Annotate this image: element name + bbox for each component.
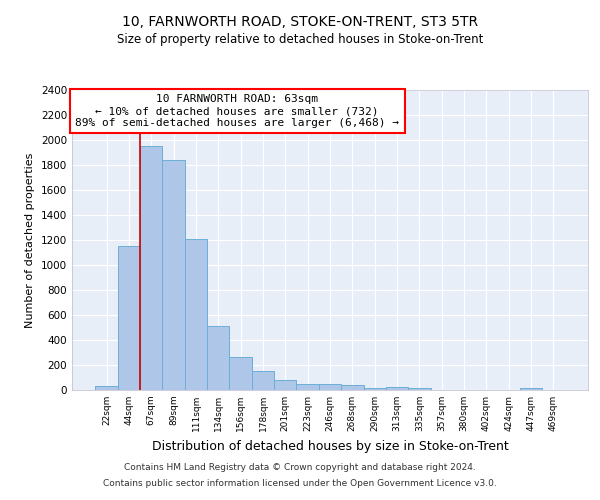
- Bar: [296, 384, 319, 390]
- Bar: [408, 388, 431, 390]
- Bar: [185, 239, 207, 390]
- Text: Contains public sector information licensed under the Open Government Licence v3: Contains public sector information licen…: [103, 478, 497, 488]
- Bar: [207, 326, 229, 390]
- Bar: [274, 380, 296, 390]
- Bar: [140, 146, 163, 390]
- Bar: [319, 384, 341, 390]
- Bar: [386, 387, 408, 390]
- X-axis label: Distribution of detached houses by size in Stoke-on-Trent: Distribution of detached houses by size …: [152, 440, 508, 452]
- Text: Size of property relative to detached houses in Stoke-on-Trent: Size of property relative to detached ho…: [117, 32, 483, 46]
- Bar: [95, 386, 118, 390]
- Text: Contains HM Land Registry data © Crown copyright and database right 2024.: Contains HM Land Registry data © Crown c…: [124, 464, 476, 472]
- Y-axis label: Number of detached properties: Number of detached properties: [25, 152, 35, 328]
- Text: 10, FARNWORTH ROAD, STOKE-ON-TRENT, ST3 5TR: 10, FARNWORTH ROAD, STOKE-ON-TRENT, ST3 …: [122, 15, 478, 29]
- Bar: [229, 357, 252, 390]
- Bar: [163, 160, 185, 390]
- Bar: [341, 385, 364, 390]
- Bar: [364, 388, 386, 390]
- Bar: [252, 370, 274, 390]
- Bar: [118, 246, 140, 390]
- Text: 10 FARNWORTH ROAD: 63sqm
← 10% of detached houses are smaller (732)
89% of semi-: 10 FARNWORTH ROAD: 63sqm ← 10% of detach…: [75, 94, 399, 128]
- Bar: [520, 388, 542, 390]
